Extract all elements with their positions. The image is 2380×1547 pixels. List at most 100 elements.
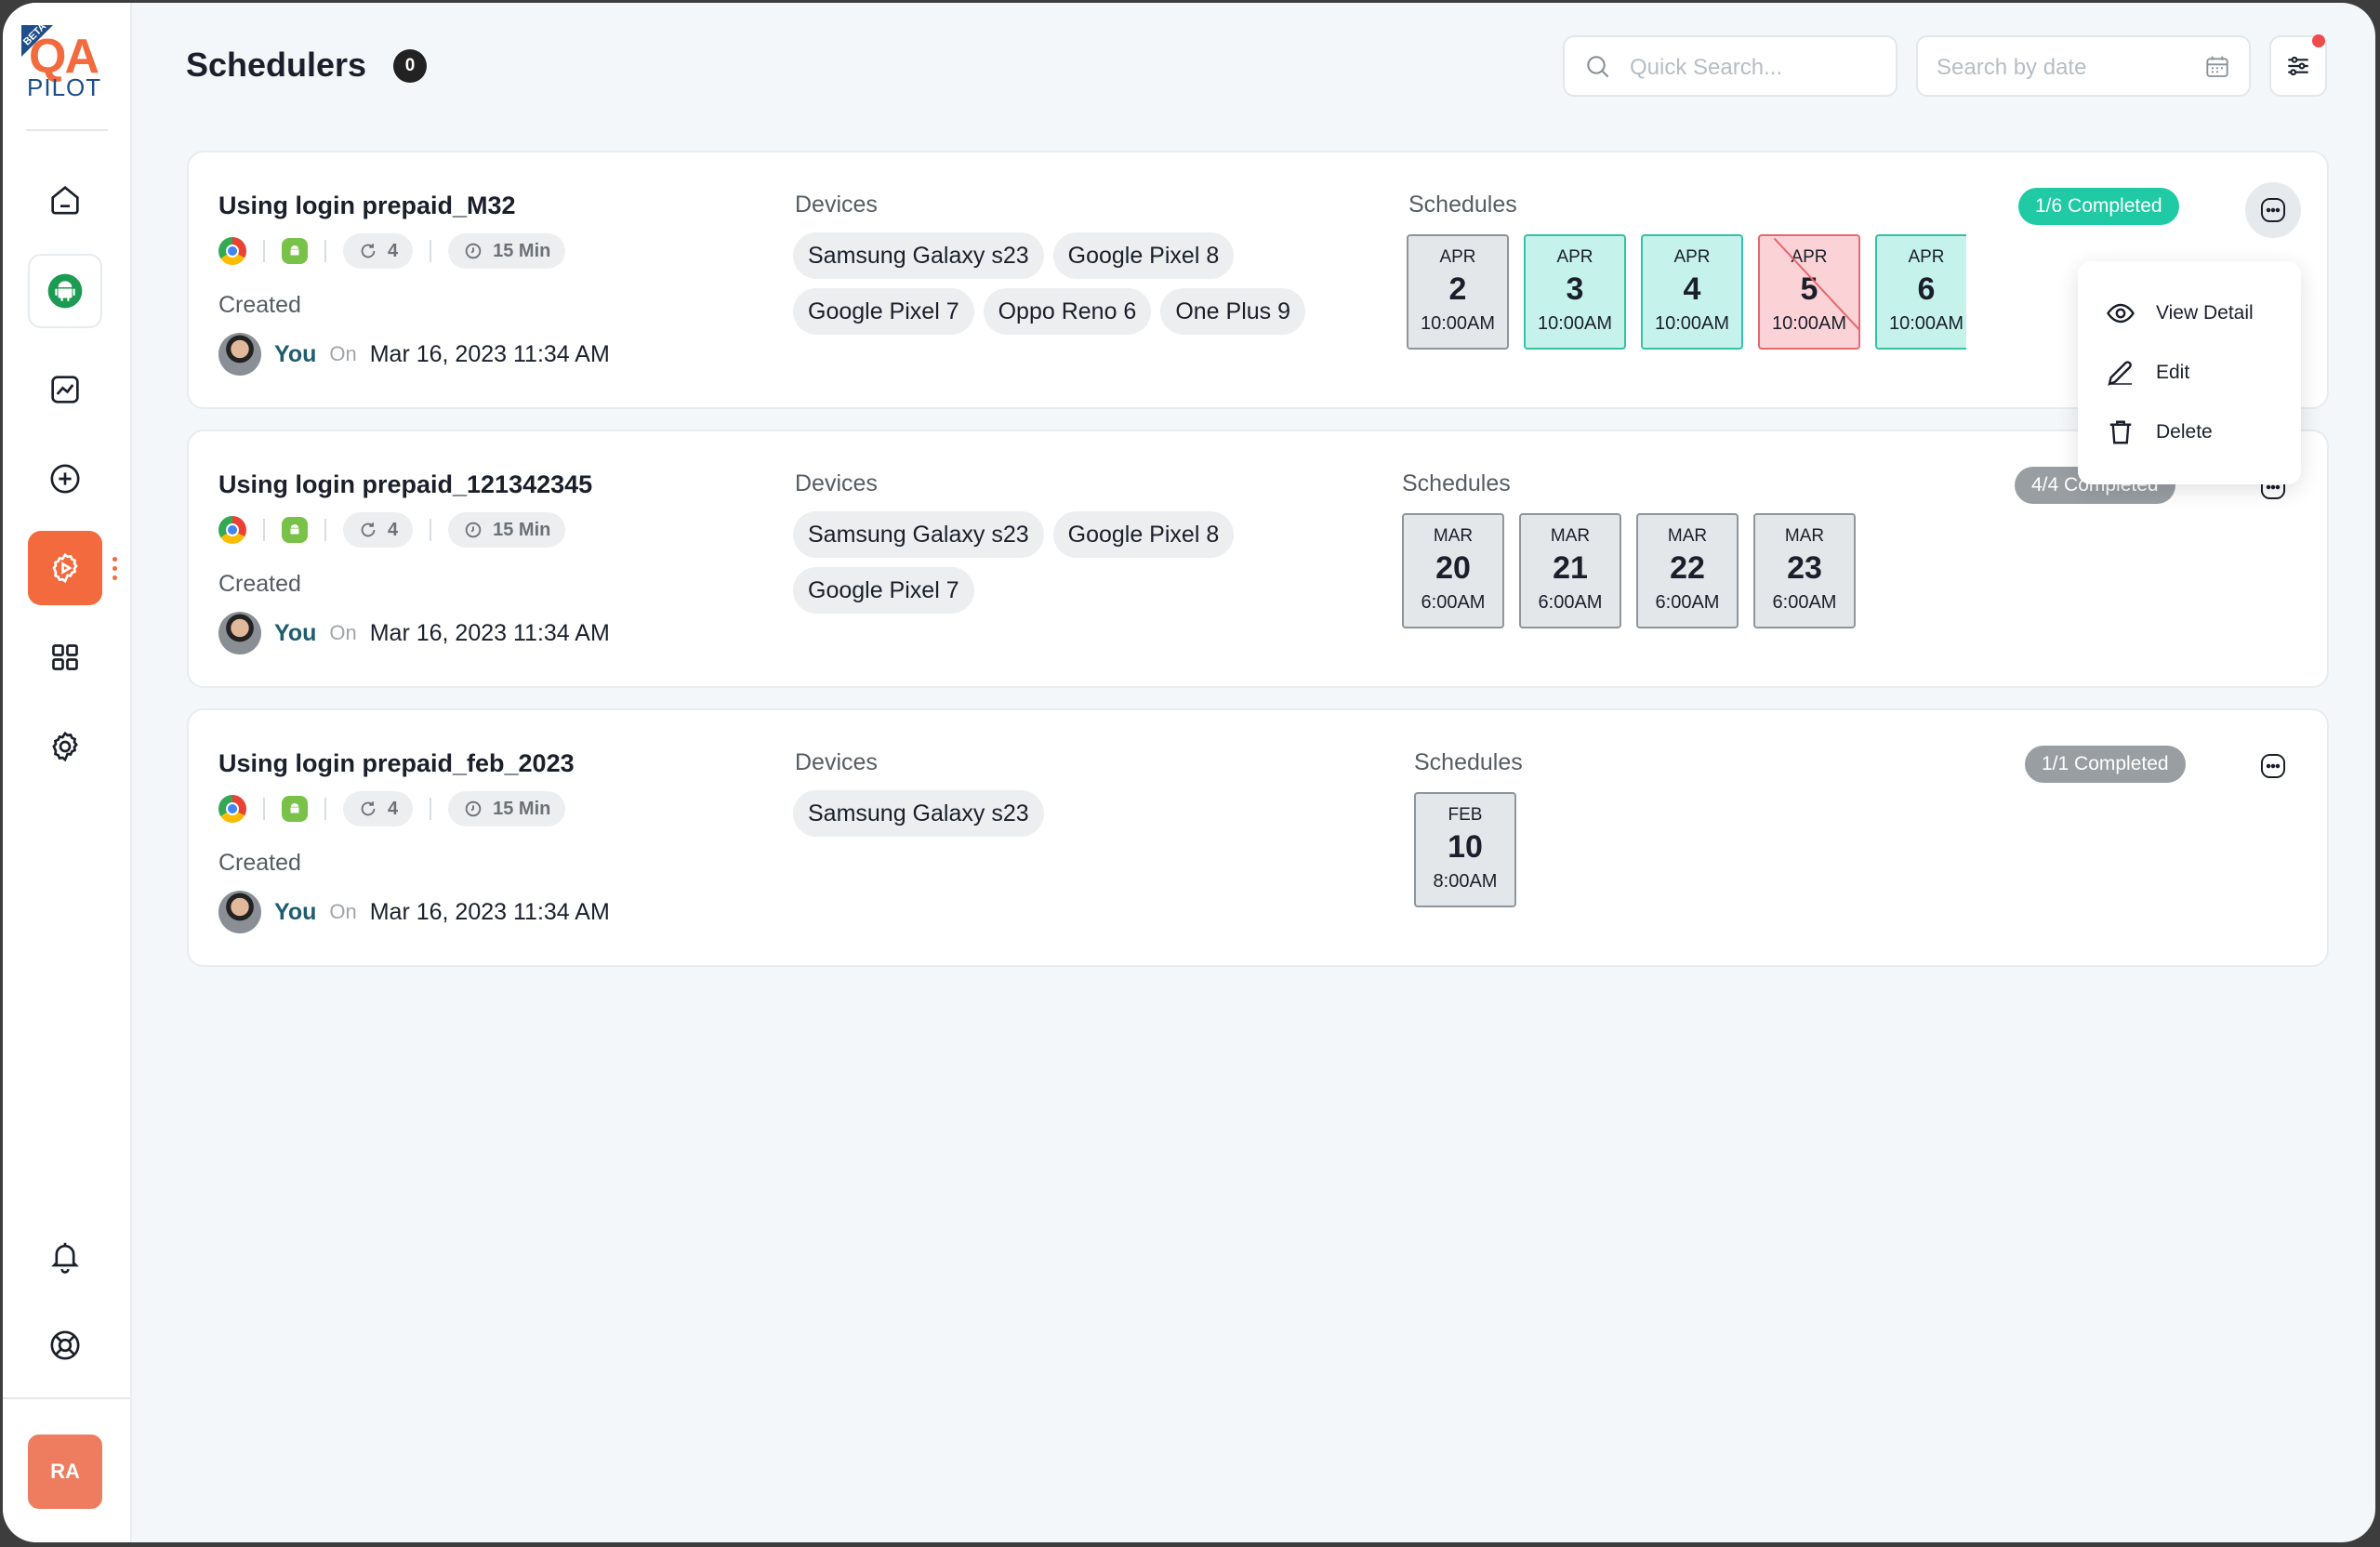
quick-search-input[interactable]: [1628, 54, 1883, 82]
scheduler-title: Using login prepaid_feb_2023: [218, 749, 575, 777]
scheduler-meta: 4 15 Min: [218, 233, 566, 269]
quick-search-box[interactable]: [1563, 35, 1897, 97]
schedule-slot[interactable]: APR 6 10:00AM: [1875, 234, 1966, 350]
filter-button[interactable]: [2269, 35, 2327, 97]
pencil-icon: [2108, 361, 2132, 386]
scheduler-title: Using login prepaid_M32: [218, 192, 516, 219]
sidebar-item-apps[interactable]: [28, 620, 102, 694]
schedule-slot[interactable]: FEB 10 8:00AM: [1414, 792, 1516, 907]
scheduler-card[interactable]: Using login prepaid_121342345 4 15 Min C…: [187, 430, 2329, 688]
sidebar: BETA QA PILOT: [3, 3, 132, 1542]
chrome-icon: [218, 795, 246, 823]
schedule-slot[interactable]: APR 4 10:00AM: [1641, 234, 1743, 350]
meta-separator: [324, 240, 326, 262]
interval-pill: 15 Min: [448, 791, 566, 826]
retry-icon: [361, 801, 376, 816]
sidebar-divider: [26, 129, 108, 131]
retry-count-pill: 4: [343, 791, 414, 826]
trash-icon: [2109, 420, 2132, 444]
menu-item-view-detail[interactable]: View Detail: [2104, 297, 2254, 330]
more-options-button[interactable]: [2245, 738, 2301, 794]
schedule-list[interactable]: FEB 10 8:00AM: [1414, 792, 1600, 913]
date-search-input[interactable]: [1935, 54, 2189, 82]
meta-separator: [324, 798, 326, 820]
meta-separator: [324, 519, 326, 541]
schedule-list[interactable]: MAR 20 6:00AM MAR 21 6:00AM MAR 22 6:00AM MAR 2…: [1402, 513, 1885, 634]
sidebar-item-scheduler[interactable]: [28, 531, 102, 605]
sidebar-item-help[interactable]: [28, 1308, 102, 1382]
retry-count-pill: 4: [343, 233, 414, 269]
home-icon: [51, 185, 79, 215]
on-label: On: [329, 621, 357, 644]
menu-item-edit[interactable]: Edit: [2104, 356, 2189, 390]
created-row: You On Mar 16, 2023 11:34 AM: [218, 333, 610, 376]
more-dots-icon: [2260, 197, 2286, 223]
sidebar-item-home[interactable]: [28, 163, 102, 237]
created-date: Mar 16, 2023 11:34 AM: [369, 340, 610, 367]
scheduler-card[interactable]: Using login prepaid_feb_2023 4 15 Min Cr…: [187, 708, 2329, 967]
interval-value: 15 Min: [493, 240, 551, 261]
creator-name[interactable]: You: [274, 898, 317, 925]
android-icon: [47, 273, 83, 309]
android-small-icon: [282, 517, 308, 543]
sidebar-item-settings[interactable]: [28, 709, 102, 784]
android-small-icon: [282, 238, 308, 264]
more-options-button[interactable]: [2245, 182, 2301, 238]
creator-avatar: [218, 891, 261, 933]
meta-separator: [263, 240, 265, 262]
retry-icon: [361, 244, 376, 258]
on-label: On: [329, 900, 357, 923]
devices-label: Devices: [795, 470, 878, 496]
device-chip: Google Pixel 7: [793, 288, 974, 335]
interval-value: 15 Min: [493, 798, 551, 819]
date-search-box[interactable]: [1916, 35, 2251, 97]
interval-pill: 15 Min: [448, 233, 566, 269]
apps-grid-icon: [52, 644, 78, 670]
help-icon: [50, 1330, 80, 1360]
retry-count: 4: [388, 798, 399, 819]
app-window: BETA QA PILOT: [3, 3, 2375, 1542]
device-list: Samsung Galaxy s23 Google Pixel 8 Google…: [793, 511, 1360, 614]
menu-item-delete[interactable]: Delete: [2104, 416, 2213, 449]
device-chip: Oppo Reno 6: [983, 288, 1152, 335]
add-icon: [50, 464, 80, 494]
calendar-icon[interactable]: [2202, 52, 2232, 82]
sidebar-item-android[interactable]: [28, 254, 102, 328]
schedule-slot[interactable]: MAR 22 6:00AM: [1636, 513, 1739, 628]
scheduler-title: Using login prepaid_121342345: [218, 470, 593, 498]
meta-separator: [430, 798, 432, 820]
creator-name[interactable]: You: [274, 619, 317, 646]
creator-avatar: [218, 333, 261, 376]
schedule-slot[interactable]: MAR 23 6:00AM: [1753, 513, 1856, 628]
schedule-slot[interactable]: APR 5 10:00AM: [1758, 234, 1860, 350]
schedules-label: Schedules: [1414, 749, 1523, 775]
schedule-slot[interactable]: MAR 21 6:00AM: [1519, 513, 1621, 628]
scheduler-meta: 4 15 Min: [218, 791, 566, 826]
schedule-list[interactable]: APR 2 10:00AM APR 3 10:00AM APR 4 10:00AM APR 5…: [1407, 234, 1966, 355]
user-avatar[interactable]: RA: [28, 1435, 102, 1509]
status-badge: 1/1 Completed: [2025, 746, 2186, 783]
count-badge: 0: [393, 49, 427, 83]
creator-name[interactable]: You: [274, 340, 317, 367]
meta-separator: [263, 519, 265, 541]
scheduler-card[interactable]: Using login prepaid_M32 4 15 Min Created…: [187, 151, 2329, 409]
filter-indicator-dot: [2312, 34, 2325, 47]
schedule-slot[interactable]: APR 2 10:00AM: [1407, 234, 1509, 350]
device-list: Samsung Galaxy s23: [793, 790, 1360, 837]
logo[interactable]: BETA QA PILOT: [21, 20, 114, 101]
schedule-slot[interactable]: APR 3 10:00AM: [1524, 234, 1626, 350]
interval-value: 15 Min: [493, 519, 551, 540]
device-chip: Google Pixel 8: [1052, 511, 1235, 558]
creator-avatar: [218, 612, 261, 654]
sidebar-item-add[interactable]: [28, 442, 102, 516]
options-menu: View Detail Edit Delete: [2078, 261, 2301, 484]
sidebar-item-analytics[interactable]: [28, 352, 102, 427]
meta-separator: [430, 240, 432, 262]
device-chip: Samsung Galaxy s23: [793, 232, 1044, 279]
sidebar-bottom-divider: [3, 1397, 130, 1399]
sidebar-item-notifications[interactable]: [28, 1219, 102, 1293]
bell-icon: [51, 1242, 79, 1274]
created-date: Mar 16, 2023 11:34 AM: [369, 898, 610, 925]
schedule-slot[interactable]: MAR 20 6:00AM: [1402, 513, 1504, 628]
filter-sliders-icon: [2288, 56, 2308, 76]
